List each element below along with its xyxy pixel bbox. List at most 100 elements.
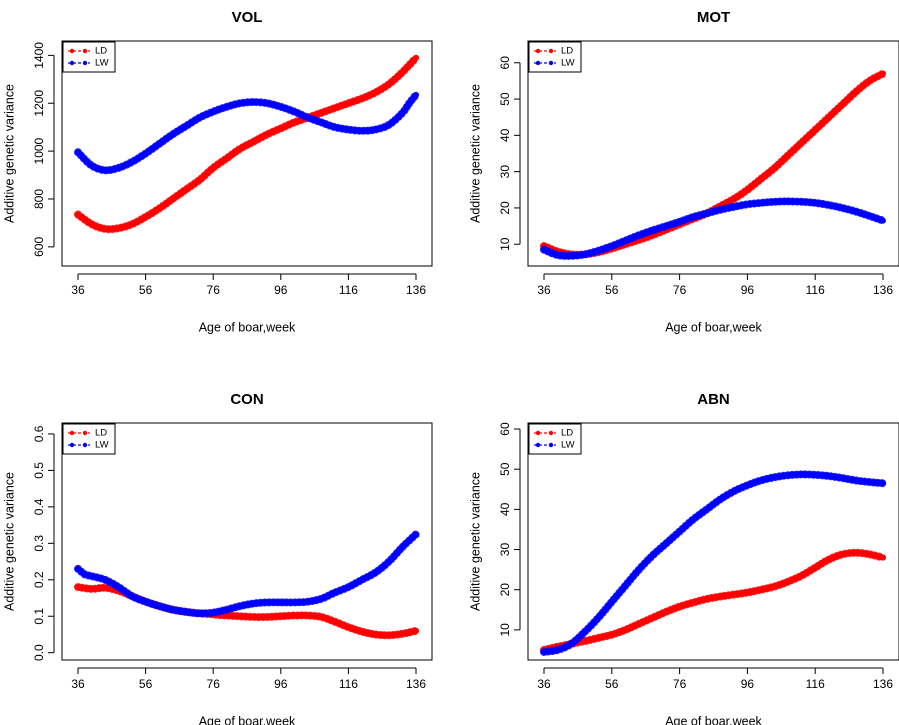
y-tick-label: 20 <box>498 201 512 215</box>
series-group <box>540 69 887 260</box>
x-tick-label: 116 <box>339 283 358 297</box>
series-group <box>540 470 887 656</box>
x-tick-label: 136 <box>406 677 426 691</box>
legend-marker-ld <box>69 48 75 54</box>
x-axis-label: Age of boar,week <box>665 714 762 725</box>
legend-box <box>62 41 116 73</box>
legend-marker-lw <box>69 60 75 66</box>
series-group <box>74 53 420 234</box>
legend-label-lw: LW <box>561 440 575 451</box>
series-dots-ld <box>74 53 420 234</box>
series-dots-lw <box>74 530 420 618</box>
legend-marker-ld <box>548 48 554 54</box>
x-axis-label: Age of boar,week <box>199 714 296 725</box>
y-tick-label: 40 <box>498 502 512 516</box>
y-tick-label: 1000 <box>32 137 46 164</box>
x-tick-label: 36 <box>537 677 551 691</box>
y-tick-label: 30 <box>498 543 512 557</box>
x-tick-label: 136 <box>406 283 426 297</box>
plot-frame <box>61 422 433 661</box>
legend-label-ld: LD <box>561 46 573 57</box>
x-tick-label: 36 <box>71 677 85 691</box>
legend-marker-lw <box>69 442 75 448</box>
legend-label-ld: LD <box>561 428 573 439</box>
y-tick-label: 50 <box>498 462 512 476</box>
y-tick-label: 1400 <box>32 42 46 69</box>
legend-marker-ld <box>535 48 541 54</box>
y-tick-label: 20 <box>498 583 512 597</box>
y-tick-label: 60 <box>498 422 512 436</box>
series-dots-lw <box>540 470 887 656</box>
legend-box <box>528 423 582 455</box>
legend-marker-ld <box>548 430 554 436</box>
legend-marker-lw <box>535 60 541 66</box>
legend-label-ld: LD <box>95 46 107 57</box>
x-tick-label: 76 <box>673 283 687 297</box>
x-tick-label: 76 <box>673 677 687 691</box>
series-dots-ld <box>540 548 887 654</box>
y-axis-label: Additive genetic variance <box>2 84 16 223</box>
legend-marker-ld <box>535 430 541 436</box>
y-tick-label: 600 <box>32 237 46 257</box>
y-tick-label: 0.0 <box>32 644 46 661</box>
y-tick-label: 0.2 <box>32 571 46 588</box>
legend-marker-ld <box>69 430 75 436</box>
x-tick-label: 56 <box>605 283 619 297</box>
x-tick-label: 116 <box>806 283 825 297</box>
legend-label-lw: LW <box>95 440 109 451</box>
legend-label-lw: LW <box>95 58 109 69</box>
x-tick-label: 136 <box>873 283 893 297</box>
y-tick-label: 10 <box>498 237 512 251</box>
legend-marker-lw <box>82 442 88 448</box>
y-tick-label: 0.4 <box>32 498 46 515</box>
series-line-ld <box>541 70 886 258</box>
chart-title: CON <box>230 391 263 408</box>
legend-box <box>528 41 582 73</box>
x-tick-label: 96 <box>274 283 288 297</box>
legend-marker-lw <box>548 60 554 66</box>
y-tick-label: 0.1 <box>32 608 46 625</box>
x-tick-label: 56 <box>605 677 619 691</box>
panel-abn: ABN 36 56 76 96 116 136 Age of boar,week 10 20 30 4… <box>468 391 899 725</box>
plot-frame <box>527 40 899 267</box>
legend-marker-lw <box>548 442 554 448</box>
x-axis-label: Age of boar,week <box>199 320 296 334</box>
legend-marker-lw <box>82 60 88 66</box>
y-axis-label: Additive genetic variance <box>2 472 16 611</box>
x-tick-label: 96 <box>741 677 755 691</box>
series-dots-ld <box>540 69 887 259</box>
panel-vol: VOL 36 56 76 96 116 136 Age of boar,week 600 800 1… <box>2 9 433 334</box>
legend-marker-lw <box>535 442 541 448</box>
y-tick-label: 50 <box>498 92 512 106</box>
y-tick-label: 60 <box>498 56 512 70</box>
y-axis-label: Additive genetic variance <box>468 472 482 611</box>
x-tick-label: 36 <box>537 283 551 297</box>
x-tick-label: 76 <box>207 677 221 691</box>
series-group <box>74 530 420 640</box>
panel-mot: MOT 36 56 76 96 116 136 Age of boar,week 10 20 30 4… <box>468 9 899 334</box>
plot-frame <box>527 422 899 661</box>
x-tick-label: 96 <box>274 677 288 691</box>
series-dots-lw <box>74 90 420 175</box>
x-tick-label: 136 <box>873 677 893 691</box>
x-tick-label: 56 <box>139 283 153 297</box>
legend-marker-ld <box>82 430 88 436</box>
chart-title: VOL <box>232 9 263 26</box>
x-tick-label: 56 <box>139 677 153 691</box>
panel-con: CON 36 56 76 96 116 136 Age of boar,week 0.0 0.1 0… <box>2 391 433 725</box>
chart-title: MOT <box>697 9 730 26</box>
plot-frame <box>61 40 433 267</box>
y-tick-label: 800 <box>32 189 46 209</box>
x-tick-label: 96 <box>741 283 755 297</box>
y-tick-label: 40 <box>498 128 512 142</box>
y-tick-label: 10 <box>498 623 512 637</box>
series-dots-lw <box>540 197 887 260</box>
legend-box <box>62 423 116 455</box>
x-tick-label: 76 <box>207 283 221 297</box>
y-tick-label: 0.5 <box>32 462 46 479</box>
